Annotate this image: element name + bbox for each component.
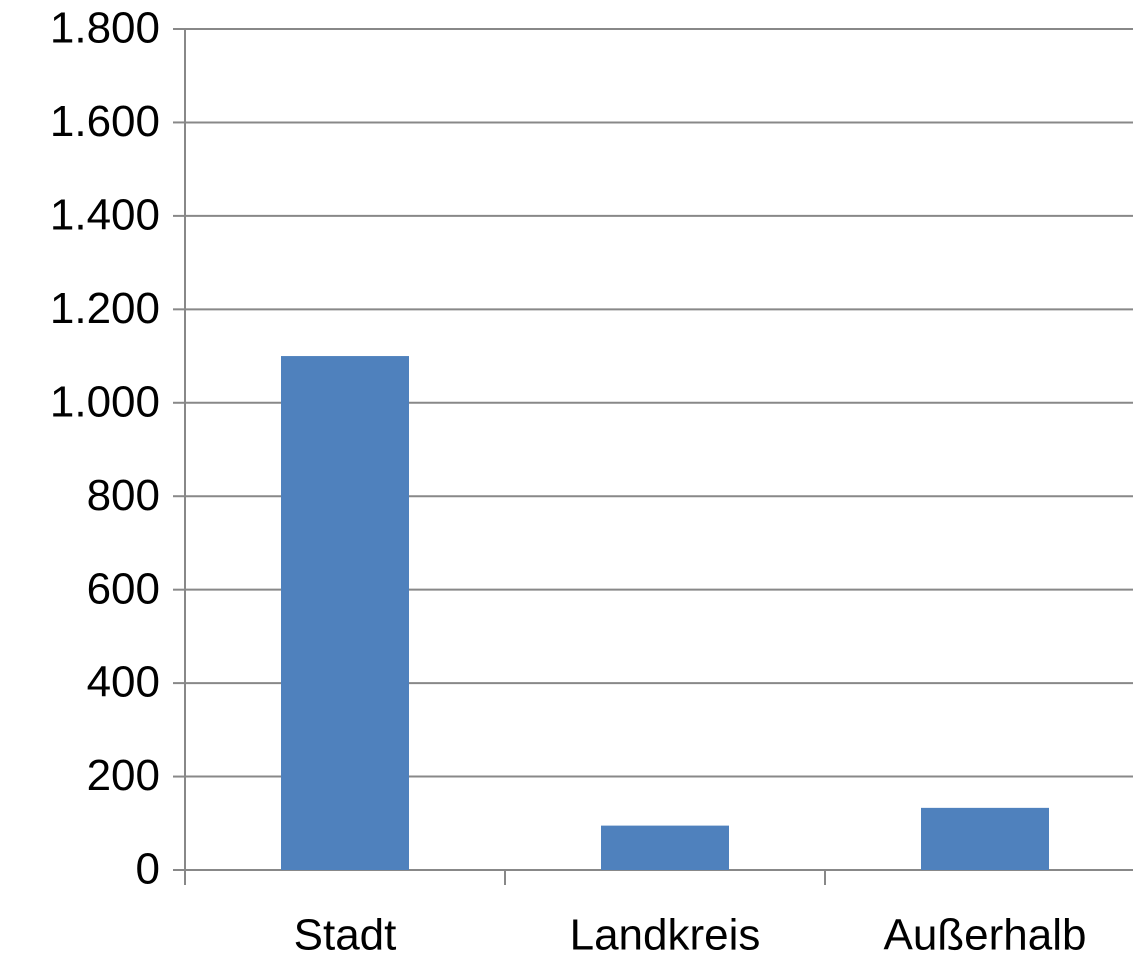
y-tick-label: 1.200 [50, 284, 160, 333]
y-tick-label: 1.000 [50, 377, 160, 426]
y-tick-label: 1.600 [50, 97, 160, 146]
bar [921, 807, 1049, 870]
x-tick-label: Landkreis [570, 911, 761, 958]
y-tick-label: 600 [87, 564, 160, 613]
y-tick-label: 0 [136, 845, 160, 894]
y-tick-label: 400 [87, 658, 160, 707]
bar [281, 356, 409, 870]
x-tick-label: Außerhalb [883, 911, 1086, 958]
bar [601, 825, 729, 870]
y-tick-label: 800 [87, 471, 160, 520]
x-tick-label: Stadt [294, 911, 397, 958]
y-tick-label: 200 [87, 751, 160, 800]
y-tick-label: 1.400 [50, 191, 160, 240]
y-tick-label: 1.800 [50, 4, 160, 53]
